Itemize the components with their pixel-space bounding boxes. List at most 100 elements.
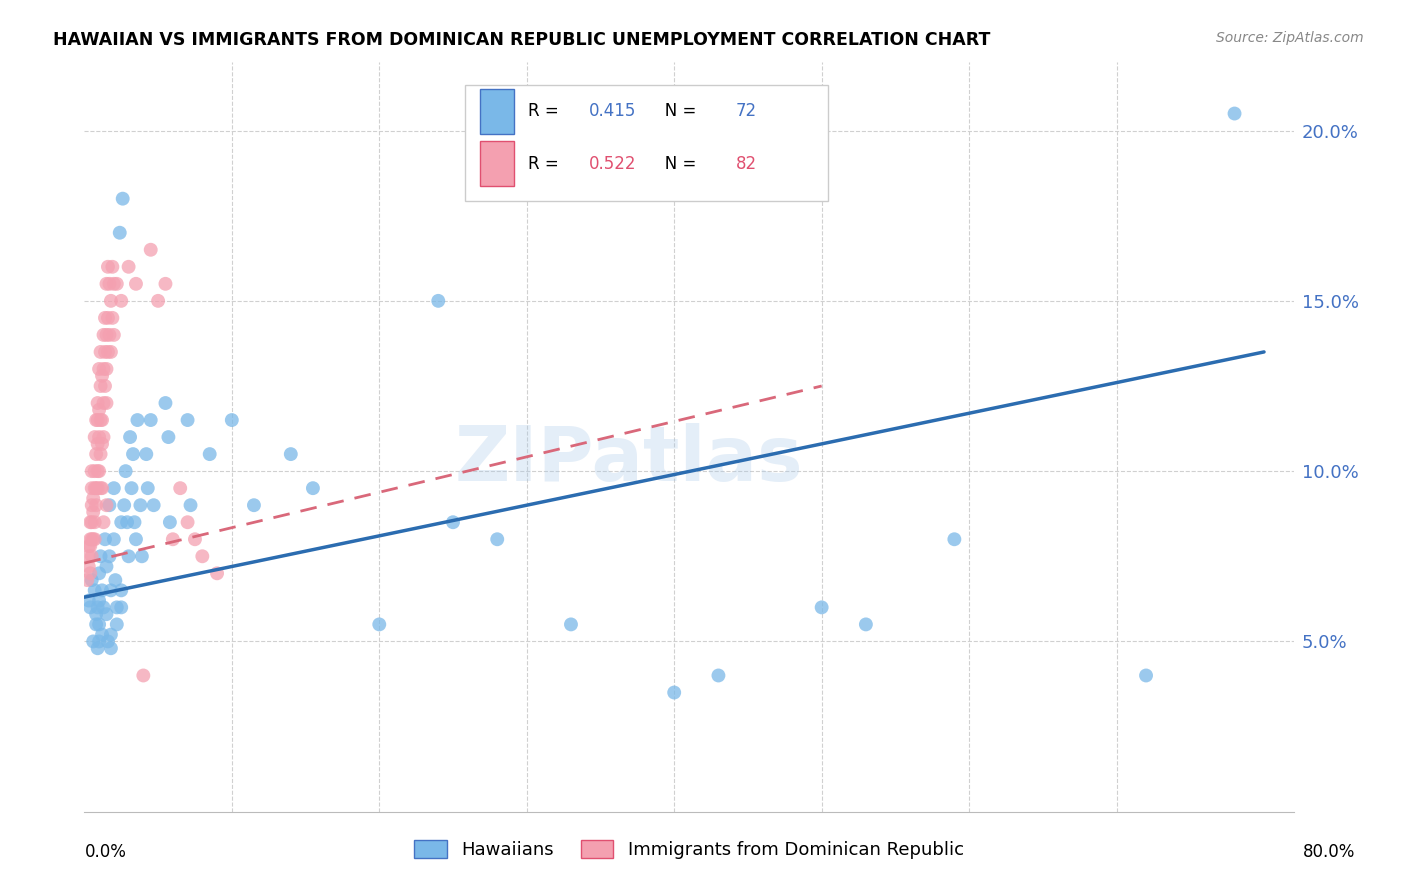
- Point: [86, 464, 108, 478]
- Point: [84, 447, 107, 461]
- Point: [86, 641, 108, 656]
- Point: [87, 430, 110, 444]
- Point: [1223, 106, 1246, 120]
- Point: [84, 607, 107, 622]
- Point: [83, 430, 105, 444]
- Point: [80, 481, 103, 495]
- Text: R =: R =: [529, 103, 564, 120]
- Text: 0.522: 0.522: [589, 154, 636, 172]
- Point: [104, 573, 127, 587]
- Point: [810, 600, 832, 615]
- Point: [87, 402, 110, 417]
- Point: [87, 362, 110, 376]
- Point: [83, 583, 105, 598]
- Point: [87, 464, 110, 478]
- Point: [122, 447, 145, 461]
- Point: [97, 310, 120, 325]
- Point: [125, 277, 148, 291]
- Point: [83, 464, 105, 478]
- Point: [77, 593, 100, 607]
- Point: [93, 362, 115, 376]
- Point: [91, 627, 114, 641]
- Point: [86, 481, 108, 495]
- Point: [441, 515, 464, 529]
- Point: [205, 566, 228, 581]
- Point: [98, 327, 121, 342]
- Point: [93, 515, 115, 529]
- Point: [79, 566, 101, 581]
- Point: [1135, 668, 1157, 682]
- Point: [84, 413, 107, 427]
- Point: [100, 641, 122, 656]
- Point: [111, 192, 134, 206]
- Point: [80, 573, 103, 587]
- Point: [101, 260, 124, 274]
- Point: [80, 549, 103, 564]
- Point: [98, 549, 121, 564]
- Point: [110, 515, 132, 529]
- Point: [110, 583, 132, 598]
- Point: [221, 413, 243, 427]
- Point: [90, 413, 112, 427]
- Point: [162, 533, 184, 547]
- Point: [115, 515, 138, 529]
- Legend: Hawaiians, Immigrants from Dominican Republic: Hawaiians, Immigrants from Dominican Rep…: [406, 832, 972, 866]
- Point: [76, 573, 98, 587]
- Point: [707, 668, 730, 682]
- Point: [100, 627, 122, 641]
- Point: [91, 481, 114, 495]
- Point: [82, 533, 104, 547]
- Point: [129, 498, 152, 512]
- Point: [79, 600, 101, 615]
- Point: [80, 533, 103, 547]
- Point: [97, 260, 120, 274]
- Point: [96, 362, 118, 376]
- Point: [96, 607, 118, 622]
- Point: [77, 539, 100, 553]
- Point: [100, 583, 122, 598]
- Point: [159, 515, 181, 529]
- Point: [82, 505, 104, 519]
- Point: [427, 293, 450, 308]
- Point: [117, 549, 139, 564]
- Point: [180, 498, 202, 512]
- Text: HAWAIIAN VS IMMIGRANTS FROM DOMINICAN REPUBLIC UNEMPLOYMENT CORRELATION CHART: HAWAIIAN VS IMMIGRANTS FROM DOMINICAN RE…: [53, 31, 991, 49]
- Point: [97, 345, 120, 359]
- Text: ZIPatlas: ZIPatlas: [454, 423, 803, 497]
- Point: [108, 226, 131, 240]
- Point: [93, 600, 115, 615]
- Point: [77, 559, 100, 574]
- Point: [84, 481, 107, 495]
- Point: [110, 600, 132, 615]
- Point: [83, 533, 105, 547]
- Text: Source: ZipAtlas.com: Source: ZipAtlas.com: [1216, 31, 1364, 45]
- Point: [184, 533, 207, 547]
- Text: 72: 72: [737, 103, 758, 120]
- Point: [136, 481, 159, 495]
- Point: [127, 413, 149, 427]
- Point: [125, 533, 148, 547]
- Point: [97, 634, 120, 648]
- Point: [82, 491, 104, 506]
- Point: [86, 600, 108, 615]
- Point: [486, 533, 509, 547]
- Point: [98, 498, 121, 512]
- Point: [90, 481, 112, 495]
- Point: [142, 498, 165, 512]
- Point: [103, 327, 125, 342]
- Point: [114, 464, 136, 478]
- Point: [86, 437, 108, 451]
- Point: [82, 634, 104, 648]
- Point: [94, 379, 117, 393]
- Point: [280, 447, 302, 461]
- Point: [112, 498, 135, 512]
- Point: [80, 515, 103, 529]
- Point: [90, 345, 112, 359]
- Point: [103, 533, 125, 547]
- Point: [155, 396, 177, 410]
- Point: [94, 345, 117, 359]
- Text: 0.415: 0.415: [589, 103, 636, 120]
- Point: [84, 617, 107, 632]
- Point: [77, 549, 100, 564]
- Point: [105, 600, 128, 615]
